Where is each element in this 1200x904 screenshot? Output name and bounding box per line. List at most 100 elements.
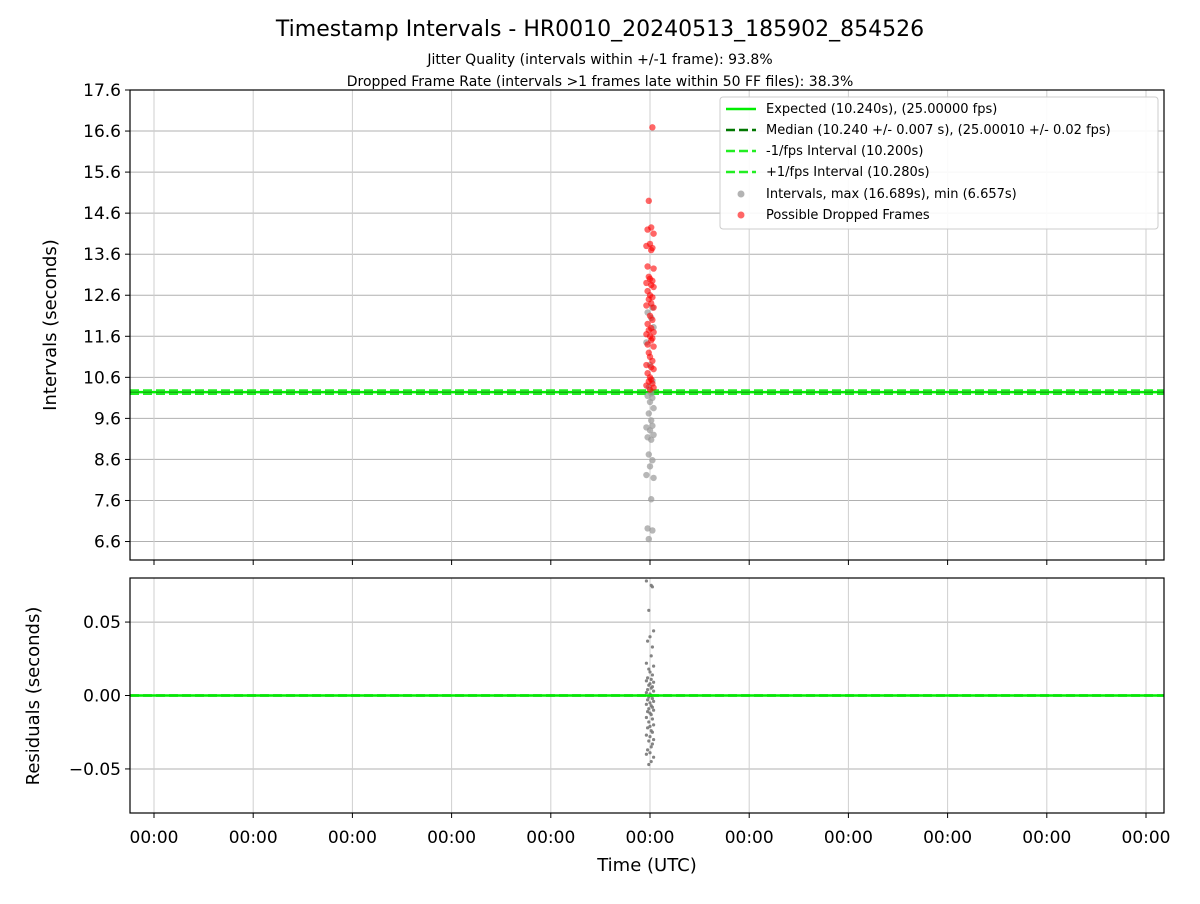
- chart-title: Timestamp Intervals - HR0010_20240513_18…: [275, 17, 924, 42]
- legend-label-median: Median (10.240 +/- 0.007 s), (25.00010 +…: [766, 123, 1111, 138]
- residuals-data-point: [647, 720, 651, 724]
- residuals-data-point: [646, 676, 650, 680]
- residuals-data-point: [650, 730, 655, 734]
- intervals-data-point: [648, 496, 655, 503]
- intervals-data-point: [650, 404, 657, 412]
- legend-label-dropped: Possible Dropped Frames: [766, 208, 930, 223]
- intervals-y-tick-label: 7.6: [94, 491, 121, 511]
- residuals-data-point: [647, 739, 651, 743]
- residuals-data-point: [644, 715, 649, 720]
- x-tick-label: 00:00: [1122, 828, 1171, 848]
- x-tick-label: 00:00: [526, 828, 575, 848]
- residuals-data-point: [650, 645, 655, 649]
- intervals-data-point: [650, 474, 657, 482]
- intervals-data-point: [644, 525, 651, 532]
- intervals-y-tick-label: 10.6: [83, 368, 121, 388]
- residuals-data-point: [648, 724, 652, 728]
- intervals-data-point: [648, 417, 655, 424]
- intervals-y-tick-label: 12.6: [83, 286, 121, 306]
- residuals-data-point: [646, 748, 650, 752]
- residuals-data-point: [652, 699, 656, 703]
- residuals-data-point: [652, 664, 656, 668]
- residuals-y-tick-label: 0.00: [83, 687, 121, 707]
- residuals-data-point: [644, 752, 649, 756]
- x-tick-label: 00:00: [1022, 828, 1071, 848]
- residuals-data-point: [652, 723, 656, 727]
- x-tick-label: 00:00: [923, 828, 972, 848]
- residuals-data-point: [646, 726, 650, 730]
- intervals-data-point: [648, 246, 655, 254]
- residuals-data-point: [649, 654, 653, 658]
- intervals-panel: 6.6 7.6 8.6 9.6 10.6 11.6 12.6 13.6 14.6 15.6 16.6…: [40, 81, 1165, 565]
- residuals-data-point: [647, 667, 651, 671]
- residuals-data-point: [648, 751, 652, 755]
- residuals-data-point: [644, 702, 649, 706]
- residuals-data-point: [650, 585, 655, 589]
- residuals-data-point: [649, 712, 653, 717]
- residuals-data-point: [646, 688, 650, 692]
- intervals-data-point: [650, 230, 657, 237]
- residuals-data-point: [648, 670, 652, 674]
- residuals-y-ticks: −0.05 0.00 0.05: [69, 613, 130, 780]
- x-tick-label: 00:00: [229, 828, 278, 848]
- legend: Expected (10.240s), (25.00000 fps) Media…: [719, 96, 1159, 230]
- chart-subtitle-jitter: Jitter Quality (intervals within +/-1 fr…: [426, 52, 772, 68]
- intervals-y-axis-label: Intervals (seconds): [40, 239, 61, 411]
- x-axis-label: Time (UTC): [596, 855, 697, 876]
- intervals-y-tick-label: 11.6: [83, 327, 121, 347]
- intervals-x-ticks: [153, 560, 1147, 565]
- intervals-y-tick-label: 14.6: [83, 204, 121, 224]
- intervals-y-tick-label: 13.6: [83, 245, 121, 265]
- intervals-data-point: [649, 124, 656, 131]
- intervals-data-point: [643, 279, 650, 287]
- intervals-y-tick-label: 15.6: [83, 163, 121, 183]
- residuals-data-point: [649, 677, 653, 681]
- residuals-data-point: [646, 710, 650, 714]
- residuals-y-tick-label: −0.05: [69, 760, 121, 780]
- x-tick-label: 00:00: [824, 828, 873, 848]
- intervals-y-tick-label: 16.6: [83, 122, 121, 142]
- intervals-points: [643, 124, 657, 543]
- residuals-data-point: [650, 705, 655, 709]
- intervals-data-point: [645, 410, 652, 417]
- residuals-data-point: [648, 735, 652, 739]
- legend-label-minus-fps: -1/fps Interval (10.200s): [766, 144, 923, 159]
- residuals-data-point: [644, 679, 649, 683]
- intervals-data-point: [646, 463, 654, 470]
- residuals-data-point: [647, 608, 651, 612]
- residuals-data-point: [648, 635, 652, 639]
- residuals-data-point: [649, 686, 653, 690]
- residuals-data-point: [652, 680, 656, 684]
- legend-label-intervals: Intervals, max (16.689s), min (6.657s): [766, 187, 1017, 202]
- intervals-plot-frame: [129, 89, 1165, 561]
- intervals-data-point: [650, 328, 657, 336]
- legend-marker-intervals: [737, 190, 745, 198]
- intervals-data-point: [645, 451, 652, 458]
- residuals-data-point: [647, 762, 651, 767]
- residuals-data-point: [650, 696, 655, 701]
- intervals-data-point: [649, 527, 656, 534]
- residuals-y-tick-label: 0.05: [83, 613, 121, 633]
- residuals-x-ticks: 00:00 00:00 00:00 00:00 00:00 00:00 00:00 00:00…: [130, 813, 1171, 848]
- residuals-data-point: [652, 755, 656, 759]
- intervals-data-point: [644, 226, 651, 233]
- x-tick-label: 00:00: [427, 828, 476, 848]
- residuals-data-point: [646, 698, 650, 702]
- intervals-data-point: [643, 471, 650, 479]
- legend-marker-dropped: [737, 211, 745, 219]
- intervals-data-point: [644, 263, 651, 270]
- legend-box: [719, 96, 1159, 230]
- intervals-y-tick-label: 17.6: [83, 81, 121, 101]
- residuals-data-point: [652, 737, 656, 742]
- intervals-data-point: [643, 424, 650, 431]
- residuals-data-point: [644, 690, 649, 695]
- residuals-points: [644, 579, 656, 767]
- residuals-data-point: [644, 661, 649, 665]
- intervals-reference-lines: [130, 389, 1164, 396]
- intervals-data-point: [643, 382, 650, 389]
- x-tick-label: 00:00: [130, 828, 179, 848]
- intervals-data-point: [643, 361, 650, 369]
- intervals-y-tick-label: 6.6: [94, 533, 121, 553]
- intervals-y-tick-label: 8.6: [94, 450, 121, 470]
